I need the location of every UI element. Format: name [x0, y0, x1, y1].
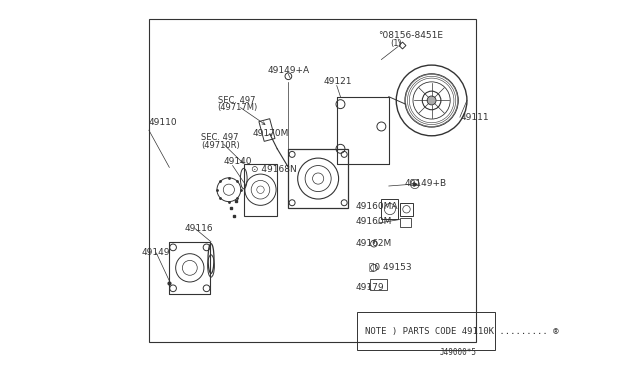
Text: 49162M: 49162M — [356, 239, 392, 248]
Text: 49179: 49179 — [356, 283, 385, 292]
Text: (1): (1) — [390, 39, 403, 48]
Text: (49717M): (49717M) — [218, 103, 258, 112]
Text: 49149: 49149 — [141, 248, 170, 257]
Bar — [400, 218, 411, 227]
Text: °08156-8451E: °08156-8451E — [378, 31, 443, 40]
Bar — [337, 97, 389, 164]
Text: ⑉0 49153: ⑉0 49153 — [369, 263, 412, 272]
Text: 49149+A: 49149+A — [268, 66, 310, 75]
Text: (49710R): (49710R) — [201, 141, 240, 150]
Bar — [381, 199, 398, 219]
Text: 49170M: 49170M — [253, 129, 289, 138]
Text: SEC. 497: SEC. 497 — [218, 96, 255, 105]
Bar — [400, 203, 413, 216]
Text: ⊙ 49168N: ⊙ 49168N — [251, 165, 297, 174]
Bar — [170, 242, 211, 294]
Bar — [149, 19, 476, 342]
Text: 49116: 49116 — [184, 224, 213, 233]
Bar — [357, 312, 495, 350]
Text: 49160M: 49160M — [356, 217, 392, 226]
Bar — [370, 279, 387, 290]
Text: 49121: 49121 — [324, 77, 352, 86]
Bar — [289, 149, 348, 208]
Circle shape — [427, 96, 436, 105]
Text: 49140: 49140 — [224, 157, 253, 166]
Bar — [244, 164, 277, 216]
Text: 49110: 49110 — [149, 118, 177, 127]
Text: 49149+B: 49149+B — [404, 179, 446, 187]
Text: 49160MA: 49160MA — [356, 202, 398, 211]
Text: SEC. 497: SEC. 497 — [201, 133, 239, 142]
Bar — [259, 119, 275, 141]
Text: J49000*5: J49000*5 — [439, 348, 476, 357]
Text: NOTE ) PARTS CODE 49110K ......... ®: NOTE ) PARTS CODE 49110K ......... ® — [365, 327, 558, 336]
Text: 49111: 49111 — [461, 113, 489, 122]
